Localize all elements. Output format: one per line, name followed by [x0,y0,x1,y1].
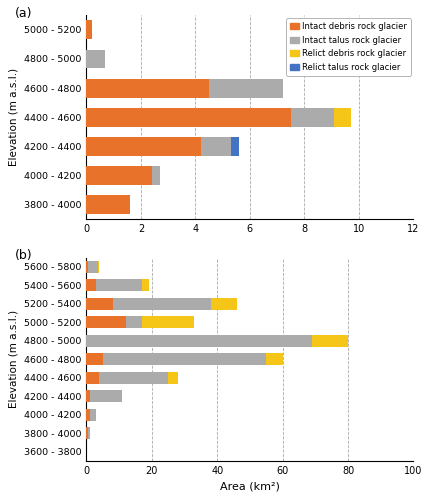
Bar [86,166,151,185]
Text: (a): (a) [14,7,32,20]
Bar [86,298,112,310]
Bar [112,298,210,310]
Bar [88,428,89,440]
Bar [86,280,96,291]
Bar [230,137,239,156]
Bar [141,316,194,328]
Bar [86,137,200,156]
Bar [266,354,282,366]
X-axis label: Area (km²): Area (km²) [219,482,279,492]
Bar [86,428,88,440]
Bar [290,108,334,126]
Bar [86,261,88,273]
Bar [89,390,122,402]
Bar [151,166,160,185]
Bar [86,316,125,328]
Bar [99,372,168,384]
Bar [86,20,92,40]
Bar [141,280,148,291]
Y-axis label: Elevation (m a.s.l.): Elevation (m a.s.l.) [8,310,18,408]
Bar [89,409,96,421]
Bar [311,335,347,347]
Bar [102,354,266,366]
Y-axis label: Elevation (m a.s.l.): Elevation (m a.s.l.) [9,68,18,166]
Bar [209,78,282,98]
Bar [86,390,89,402]
Bar [98,261,99,273]
Bar [88,261,98,273]
Bar [86,50,105,68]
Bar [86,372,99,384]
Bar [86,409,89,421]
Bar [86,78,209,98]
Bar [210,298,236,310]
Bar [86,335,311,347]
Legend: Intact debris rock glacier, Intact talus rock glacier, Relict debris rock glacie: Intact debris rock glacier, Intact talus… [286,18,410,76]
Bar [86,108,290,126]
Text: (b): (b) [14,250,32,262]
Bar [96,280,141,291]
Bar [86,354,102,366]
Bar [200,137,230,156]
Bar [334,108,350,126]
Bar [168,372,178,384]
Bar [125,316,141,328]
Bar [86,195,130,214]
